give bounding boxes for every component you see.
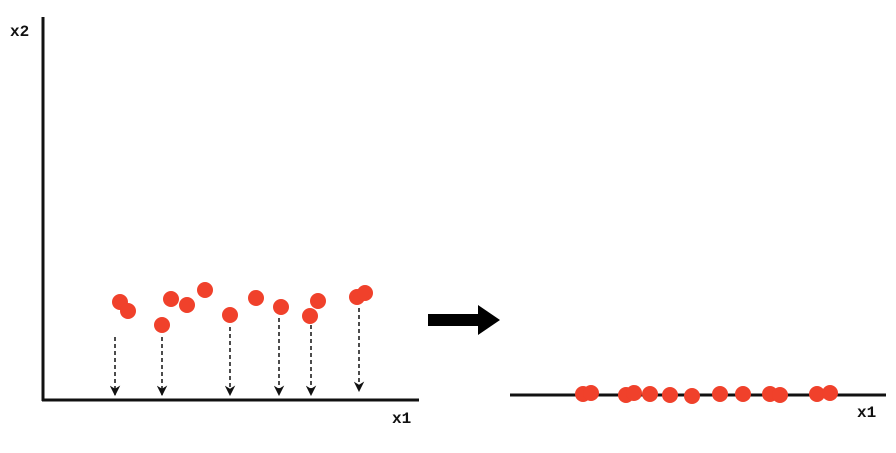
point (273, 299, 289, 315)
x-axis-label: x1 (392, 410, 411, 428)
point (310, 293, 326, 309)
points-1d (575, 385, 838, 404)
point (735, 386, 751, 402)
point (154, 317, 170, 333)
point (197, 282, 213, 298)
point (357, 285, 373, 301)
projection-arrows (109, 308, 365, 397)
point (712, 386, 728, 402)
point (772, 387, 788, 403)
point (120, 303, 136, 319)
point (248, 290, 264, 306)
point (163, 291, 179, 307)
point (222, 307, 238, 323)
point (684, 388, 700, 404)
transform-arrow (428, 305, 500, 335)
point (809, 386, 825, 402)
point (583, 385, 599, 401)
point (642, 386, 658, 402)
point (662, 387, 678, 403)
point (626, 385, 642, 401)
x-axis-label: x1 (857, 404, 876, 422)
point (179, 297, 195, 313)
y-axis-label: x2 (10, 23, 29, 41)
points-2d (112, 282, 373, 333)
point (302, 308, 318, 324)
point (822, 385, 838, 401)
